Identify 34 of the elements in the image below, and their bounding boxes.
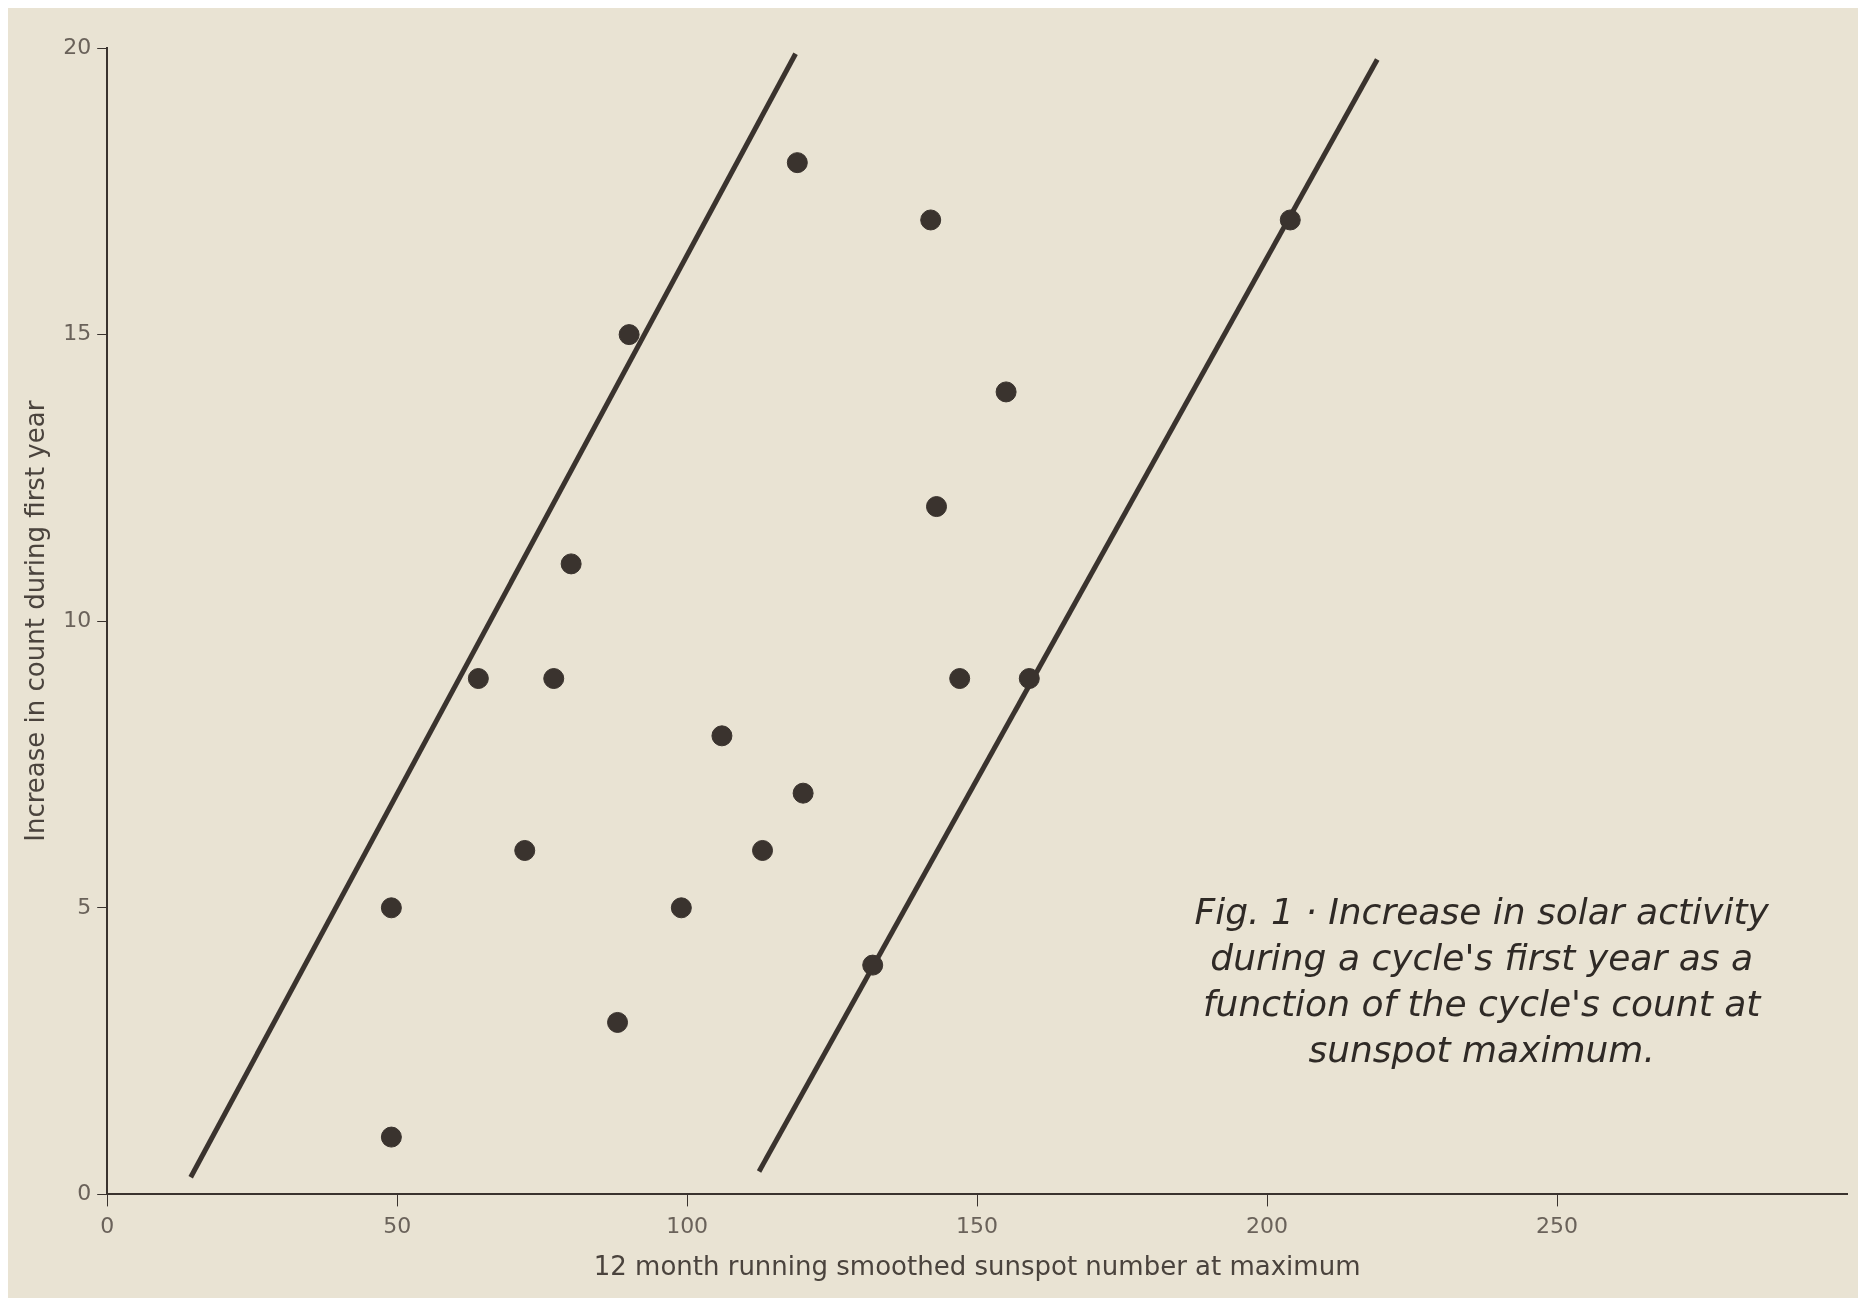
point — [514, 839, 536, 861]
point — [670, 897, 692, 919]
annotation: Fig. 1 · Increase in solar activity during a cycle's first year as a function of the cycle's count at sunspot maximum. — [1194, 890, 1770, 1070]
point — [543, 668, 565, 690]
x-tick-label: 50 — [383, 1213, 412, 1239]
point — [618, 324, 640, 346]
x-axis-title: 12 month running smoothed sunspot number at maximum — [593, 1251, 1361, 1282]
y-tick-label: 20 — [63, 33, 92, 59]
point — [607, 1011, 629, 1033]
x-tick-label: 200 — [1246, 1213, 1289, 1239]
point — [926, 496, 947, 518]
point — [752, 839, 774, 861]
point — [560, 553, 582, 575]
point — [792, 782, 814, 804]
point — [467, 668, 489, 690]
point — [786, 152, 808, 174]
x-tick-label: 150 — [956, 1213, 999, 1239]
point — [949, 668, 971, 690]
point — [920, 209, 942, 231]
point — [380, 897, 402, 919]
x-tick-label: 250 — [1536, 1213, 1579, 1239]
y-tick-label: 0 — [77, 1180, 92, 1206]
point — [1018, 668, 1040, 690]
point — [380, 1126, 402, 1148]
y-tick-label: 5 — [77, 893, 92, 919]
point — [862, 954, 884, 976]
point — [1279, 209, 1301, 231]
y-tick-label: 10 — [63, 606, 92, 632]
y-tick-label: 15 — [63, 320, 92, 346]
x-tick-label: 0 — [100, 1213, 115, 1239]
point — [995, 381, 1017, 403]
x-tick-label: 100 — [666, 1213, 709, 1239]
point — [711, 725, 733, 747]
y-axis-title: Increase in count during first year — [20, 400, 51, 842]
